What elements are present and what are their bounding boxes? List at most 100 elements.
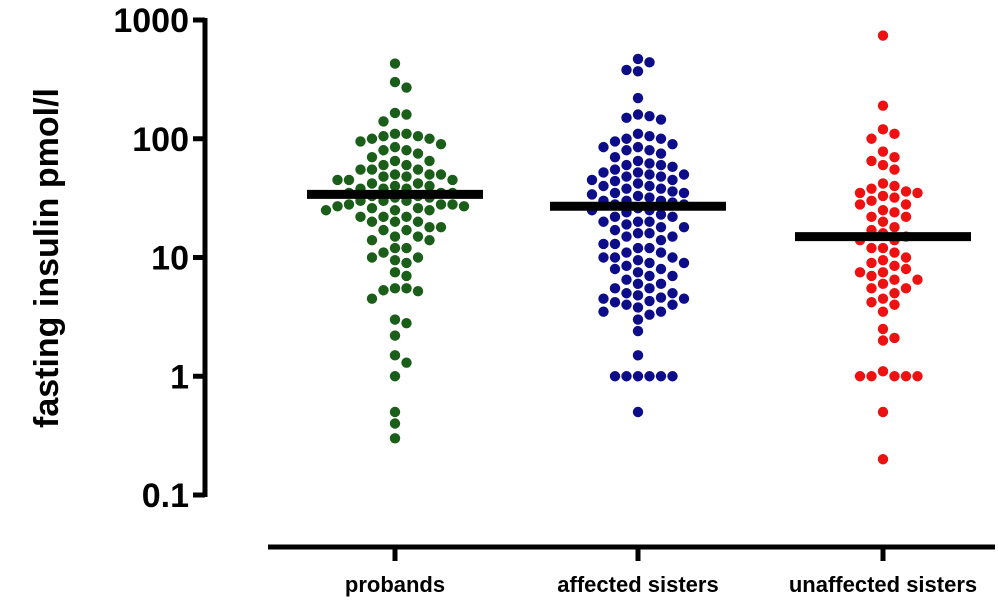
data-point xyxy=(389,350,401,361)
data-point xyxy=(678,169,690,180)
data-point xyxy=(343,174,355,186)
data-point xyxy=(378,171,389,182)
data-point xyxy=(609,297,621,308)
data-point xyxy=(389,141,401,153)
data-point xyxy=(586,189,598,200)
data-point xyxy=(401,171,412,182)
data-point xyxy=(598,306,609,317)
data-point xyxy=(889,288,900,299)
data-point xyxy=(621,260,632,272)
data-point xyxy=(667,231,678,242)
data-point xyxy=(644,371,655,382)
data-point xyxy=(655,183,667,194)
data-point xyxy=(644,257,655,269)
data-point xyxy=(389,107,401,119)
data-point xyxy=(632,155,644,167)
data-point xyxy=(632,92,644,104)
data-point xyxy=(866,257,877,269)
data-point xyxy=(655,371,667,382)
data-point xyxy=(644,270,655,282)
data-points xyxy=(320,30,923,465)
data-point xyxy=(644,131,655,142)
data-point xyxy=(621,133,632,144)
data-point xyxy=(378,145,389,156)
data-point xyxy=(889,274,900,285)
data-point xyxy=(644,283,655,294)
x-axis: probands affected sisters unaffected siste… xyxy=(268,544,995,597)
data-point xyxy=(889,260,900,272)
data-point xyxy=(621,64,632,76)
data-point xyxy=(389,155,401,167)
data-point xyxy=(609,283,621,294)
data-point xyxy=(632,314,644,325)
y-tick-label: 0.1 xyxy=(142,477,189,515)
data-point xyxy=(609,263,621,275)
data-point xyxy=(877,406,889,418)
data-point xyxy=(343,199,355,210)
data-point xyxy=(877,216,889,227)
data-point xyxy=(621,274,632,285)
data-point xyxy=(889,221,900,233)
data-point xyxy=(644,295,655,307)
data-point xyxy=(655,234,667,246)
data-point xyxy=(412,203,424,214)
data-point xyxy=(632,109,644,120)
data-point xyxy=(900,199,912,210)
data-point xyxy=(644,216,655,227)
data-point xyxy=(632,141,644,153)
data-point xyxy=(378,224,389,236)
data-point xyxy=(889,332,900,344)
data-point xyxy=(854,187,866,199)
data-point xyxy=(366,133,378,144)
data-point xyxy=(877,205,889,216)
data-point xyxy=(401,283,412,294)
data-point xyxy=(644,242,655,254)
data-point xyxy=(644,57,655,68)
data-point xyxy=(889,247,900,258)
data-point xyxy=(678,293,690,304)
data-point xyxy=(655,209,667,220)
data-point xyxy=(621,183,632,194)
data-point xyxy=(866,297,877,308)
data-point xyxy=(609,252,621,263)
data-point xyxy=(424,205,435,216)
data-point xyxy=(389,406,401,418)
data-point xyxy=(889,180,900,192)
data-point xyxy=(854,267,866,278)
data-point xyxy=(447,199,458,210)
data-point xyxy=(854,199,866,210)
data-point xyxy=(632,302,644,313)
data-point xyxy=(667,138,678,150)
data-point xyxy=(655,263,667,275)
data-point xyxy=(900,186,912,197)
data-point xyxy=(355,136,366,147)
data-point xyxy=(877,306,889,317)
data-point xyxy=(667,270,678,282)
data-point xyxy=(621,219,632,230)
data-point xyxy=(632,406,644,418)
data-point xyxy=(866,155,877,167)
data-point xyxy=(412,164,424,175)
data-point xyxy=(609,187,621,199)
data-point xyxy=(877,190,889,202)
data-point xyxy=(667,174,678,186)
data-point xyxy=(389,371,401,382)
data-point xyxy=(889,128,900,140)
data-point xyxy=(401,257,412,269)
data-point xyxy=(889,371,900,382)
data-point xyxy=(401,242,412,254)
data-point xyxy=(389,231,401,242)
data-point xyxy=(378,131,389,142)
data-point xyxy=(609,371,621,382)
data-point xyxy=(632,371,644,382)
data-point xyxy=(877,335,889,346)
data-point xyxy=(900,371,912,382)
x-category-label: affected sisters xyxy=(557,572,718,597)
data-point xyxy=(877,293,889,304)
data-point xyxy=(866,371,877,382)
data-point xyxy=(866,195,877,207)
data-point xyxy=(889,207,900,218)
data-point xyxy=(632,350,644,361)
data-point xyxy=(866,283,877,294)
data-point xyxy=(366,151,378,163)
